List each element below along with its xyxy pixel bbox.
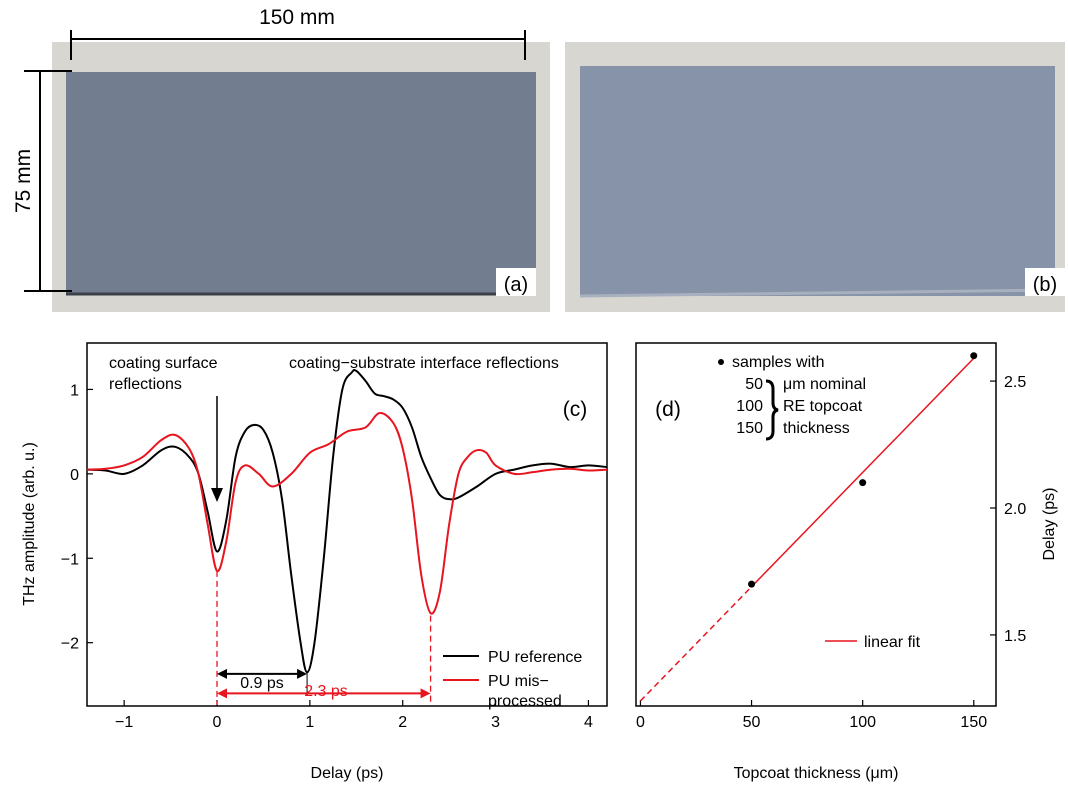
arrow-ref-head-left	[217, 668, 227, 679]
delay-misprocessed-label: 2.3 ps	[304, 683, 348, 700]
legend-d-thickness-50: 50	[745, 376, 763, 393]
surface-reflections-label-2: reflections	[109, 376, 182, 393]
chart-c: −1 0 1 2 3 4 −2 −1 0 1 (c) Delay (ps) THz amplitu…	[21, 342, 608, 782]
sample-point	[859, 479, 867, 487]
legend-c-misprocessed-label-line2: processed	[488, 693, 562, 710]
photo-b-plate	[580, 66, 1055, 296]
chart-c-xtick-label: 3	[491, 714, 500, 731]
chart-d-xtick-label: 50	[743, 714, 761, 731]
chart-c-xtick-label: 2	[398, 714, 407, 731]
legend-d-fit-label: linear fit	[864, 634, 921, 651]
photo-b-label-box	[1025, 268, 1065, 296]
chart-c-ytick-label: 0	[70, 467, 79, 484]
legend-d-thickness-100: 100	[736, 398, 763, 415]
surface-reflections-label-1: coating surface	[109, 355, 218, 372]
chart-c-frame	[86, 342, 608, 707]
chart-c-panel-label: (c)	[563, 398, 588, 421]
photo-b-label: (b)	[1033, 274, 1057, 296]
dimension-left-strip	[0, 42, 52, 312]
series-pu-reference-line	[86, 368, 608, 674]
legend-d-thickness-150: 150	[736, 420, 763, 437]
chart-c-xtick-label: 4	[584, 714, 593, 731]
chart-d-ticks: 0 50 100 150 1.5 2.0 2.5	[636, 374, 1026, 731]
chart-c-xlabel: Delay (ps)	[311, 765, 384, 782]
chart-d: 0 50 100 150 1.5 2.0 2.5 (d) Topcoat thickness…	[635, 342, 1058, 782]
width-dimension-label: 150 mm	[259, 6, 335, 29]
sample-point	[748, 580, 756, 588]
interface-reflections-label: coating−substrate interface reflections	[289, 355, 559, 372]
height-dimension-label: 75 mm	[12, 149, 35, 213]
chart-c-ytick-label: −2	[61, 636, 79, 653]
chart-c-series	[86, 368, 608, 674]
photo-a-label: (a)	[504, 274, 528, 296]
chart-c-annotations	[211, 396, 432, 705]
photo-a-label-box	[496, 268, 536, 296]
legend-c-misprocessed-label: PU mis−	[488, 673, 549, 690]
chart-d-xtick-label: 0	[636, 714, 645, 731]
sample-point	[970, 352, 978, 360]
arrow-mis-head-left	[217, 688, 227, 699]
legend-d-text-3: thickness	[783, 420, 850, 437]
chart-d-panel-label: (d)	[655, 398, 681, 421]
chart-c-ytick-label: 1	[70, 382, 79, 399]
chart-c-xtick-label: −1	[115, 714, 133, 731]
chart-d-ytick-label: 1.5	[1004, 628, 1026, 645]
chart-d-ytick-label: 2.5	[1004, 374, 1026, 391]
photo-panels: (a) (b) 150 mm 75 mm	[0, 0, 1068, 312]
fit-line-extrapolated	[639, 586, 753, 702]
chart-d-frame	[635, 342, 997, 707]
chart-d-xlabel: Topcoat thickness (μm)	[734, 765, 899, 782]
legend-d-text-2: RE topcoat	[783, 398, 863, 415]
chart-d-ytick-label: 2.0	[1004, 501, 1026, 518]
chart-d-series	[639, 352, 978, 702]
dimension-top-strip	[0, 0, 1068, 42]
chart-c-ticks: −1 0 1 2 3 4 −2 −1 0 1	[61, 382, 593, 731]
photo-b-plate-edge	[579, 288, 1056, 298]
fit-line	[751, 357, 975, 588]
legend-d-brace	[765, 379, 779, 441]
series-pu-misprocessed-line	[86, 412, 608, 615]
legend-c-reference-label: PU reference	[488, 649, 582, 666]
chart-c-ytick-label: −1	[61, 551, 79, 568]
arrow-ref-head-right	[297, 668, 308, 679]
chart-d-xtick-label: 100	[849, 714, 876, 731]
legend-d-point-marker	[718, 359, 724, 365]
arrow-mis-head-right	[420, 688, 431, 699]
delay-reference-label: 0.9 ps	[240, 675, 284, 692]
chart-c-ylabel: THz amplitude (arb. u.)	[21, 442, 38, 606]
chart-d-xtick-label: 150	[960, 714, 987, 731]
photo-a-plate	[66, 72, 536, 294]
surface-arrow-head	[211, 488, 223, 502]
legend-d-text-1: μm nominal	[783, 376, 866, 393]
chart-d-ylabel: Delay (ps)	[1041, 488, 1058, 561]
chart-c-xtick-label: 0	[213, 714, 222, 731]
legend-d-samples-label: samples with	[732, 354, 824, 371]
chart-c-xtick-label: 1	[305, 714, 314, 731]
